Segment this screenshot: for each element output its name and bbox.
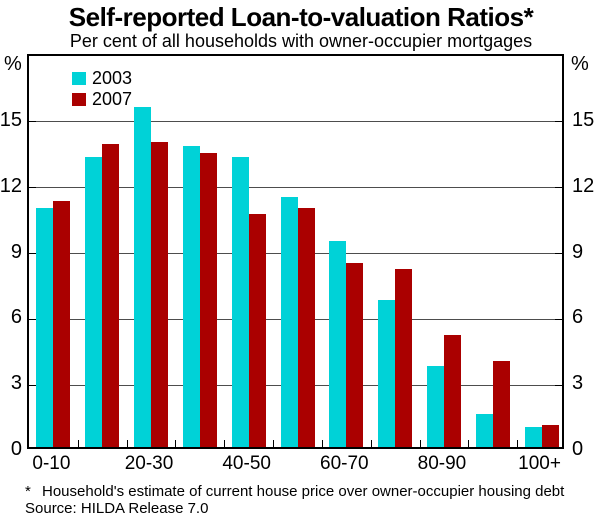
- y-axis-label-left-15: 15: [0, 108, 22, 131]
- x-axis-label-60-70: 60-70: [320, 453, 369, 474]
- x-tick-mark-1: [77, 440, 79, 447]
- y-tick-mark-right-3: [555, 384, 562, 386]
- bar-2003-10-20: [85, 157, 103, 447]
- bar-2007-10-20: [102, 144, 120, 447]
- legend-swatch-2007: [72, 92, 86, 106]
- bar-2007-0-10: [53, 201, 71, 447]
- bar-2003-50-60: [280, 196, 298, 447]
- x-tick-mark-6: [321, 440, 323, 447]
- chart-subtitle: Per cent of all households with owner-oc…: [69, 31, 533, 51]
- y-axis-label-left-6: 6: [10, 306, 22, 329]
- x-tick-mark-9: [468, 440, 470, 447]
- x-tick-mark-5: [273, 440, 275, 447]
- y-axis-label-right-12: 12: [572, 174, 595, 197]
- y-tick-mark-right-6: [555, 318, 562, 320]
- bar-2003-0-10: [36, 207, 54, 447]
- legend-item-2003: 2003: [72, 68, 132, 88]
- x-axis-label-20-30: 20-30: [124, 453, 174, 474]
- y-tick-mark-left-6: [29, 318, 36, 320]
- bar-2003-20-30: [134, 106, 152, 447]
- bar-2003-30-40: [182, 146, 200, 447]
- legend: 2003 2007: [72, 68, 132, 110]
- bar-2003-100+: [524, 427, 542, 447]
- bar-2007-20-30: [151, 141, 169, 447]
- gridline-12: [29, 187, 562, 189]
- y-axis-label-left-12: 12: [0, 174, 22, 197]
- y-tick-mark-left-12: [29, 187, 36, 189]
- y-tick-mark-right-9: [555, 253, 562, 254]
- x-tick-mark-3: [175, 440, 177, 447]
- bar-2007-70-80: [395, 269, 413, 447]
- y-tick-mark-left-15: [29, 121, 36, 123]
- bar-2003-80-90: [426, 365, 444, 447]
- x-tick-mark-7: [370, 440, 372, 447]
- bar-2007-100+: [541, 425, 559, 447]
- legend-item-2007: 2007: [72, 89, 132, 109]
- y-tick-mark-left-3: [29, 384, 36, 386]
- x-axis-label-100+: 100+: [518, 453, 561, 474]
- legend-label-2007: 2007: [92, 89, 133, 109]
- y-axis-unit-left: %: [4, 53, 22, 75]
- x-tick-mark-8: [419, 440, 421, 447]
- x-tick-mark-2: [126, 440, 128, 447]
- y-axis-label-right-15: 15: [572, 108, 595, 131]
- x-axis-label-80-90: 80-90: [417, 453, 467, 474]
- x-axis-label-40-50: 40-50: [222, 453, 271, 474]
- y-tick-mark-right-15: [555, 121, 562, 123]
- plot-area: 2003 2007: [27, 54, 564, 449]
- footnote-text: Household's estimate of current house pr…: [42, 483, 565, 500]
- y-axis-label-right-9: 9: [572, 240, 584, 263]
- y-axis-label-left-3: 3: [10, 372, 22, 395]
- y-axis-label-right-0: 0: [572, 438, 584, 460]
- y-axis-label-right-6: 6: [572, 306, 584, 329]
- y-axis-label-left-9: 9: [10, 240, 22, 263]
- y-axis-label-left-0: 0: [10, 438, 22, 460]
- x-tick-mark-10: [517, 440, 519, 447]
- gridline-15: [29, 121, 562, 123]
- bar-2007-50-60: [297, 207, 315, 447]
- bar-2003-90-100: [475, 414, 493, 447]
- footnote: * Household's estimate of current house p…: [25, 483, 564, 500]
- y-axis-label-right-3: 3: [572, 372, 584, 395]
- bar-2003-40-50: [231, 157, 249, 447]
- chart-title: Self-reported Loan-to-valuation Ratios*: [68, 2, 534, 32]
- legend-label-2003: 2003: [92, 68, 133, 88]
- source-note: Source: HILDA Release 7.0: [25, 500, 209, 517]
- footnote-marker: *: [25, 483, 31, 500]
- legend-swatch-2003: [72, 71, 86, 85]
- y-tick-mark-left-9: [29, 253, 36, 254]
- x-axis-label-0-10: 0-10: [32, 453, 71, 474]
- bar-2007-40-50: [248, 214, 266, 447]
- y-tick-mark-right-12: [555, 187, 562, 189]
- bar-2007-30-40: [199, 152, 217, 447]
- bar-2007-60-70: [346, 262, 364, 447]
- bar-2003-70-80: [378, 299, 396, 447]
- x-tick-mark-4: [224, 440, 226, 447]
- y-axis-unit-right: %: [571, 53, 589, 75]
- bar-2003-60-70: [329, 240, 347, 447]
- bar-2007-90-100: [492, 361, 510, 447]
- bar-2007-80-90: [443, 335, 461, 447]
